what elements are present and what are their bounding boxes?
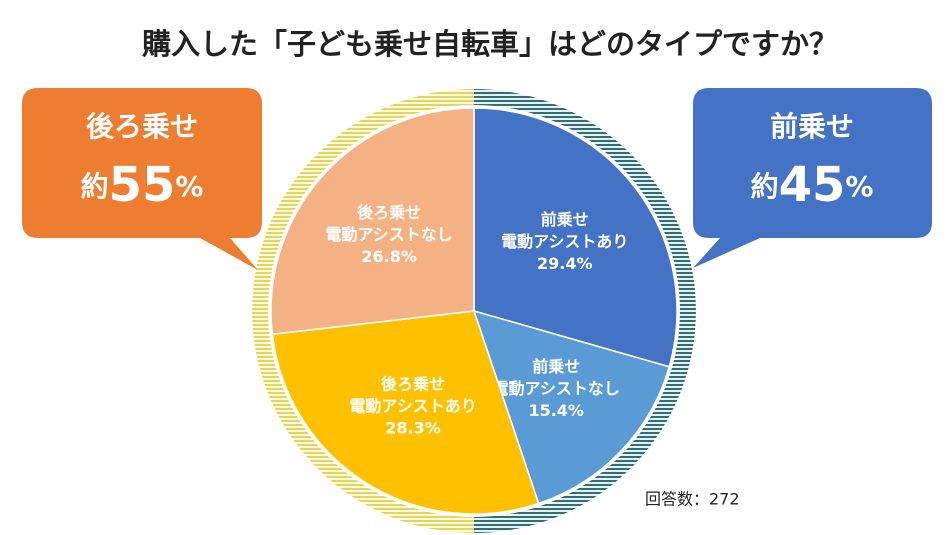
slice-label: 後ろ乗せ <box>381 374 445 393</box>
pie: 前乗せ電動アシストあり29.4%前乗せ電動アシストなし15.4%後ろ乗せ電動アシ… <box>270 107 678 515</box>
slice-label: 電動アシストあり <box>501 232 628 251</box>
value-label: 29.4% <box>537 254 593 273</box>
callout-title: 後ろ乗せ <box>86 110 198 143</box>
slice-label: 電動アシストあり <box>349 396 476 415</box>
callout-number: 55 <box>109 157 176 213</box>
chart-title: 購入した「子ども乗せ自転車」はどのタイプですか？ <box>142 27 838 61</box>
callout-unit: % <box>845 170 873 203</box>
value-label: 28.3% <box>385 418 441 437</box>
ring-left <box>252 89 475 533</box>
callout-box <box>22 88 262 270</box>
slice-label: 電動アシストなし <box>493 379 620 398</box>
slice <box>473 107 678 368</box>
callout-value: 約45% <box>751 157 874 213</box>
note: 回答数：272 <box>645 490 740 509</box>
slice-label: 前乗せ <box>541 210 589 229</box>
callout-number: 45 <box>779 157 846 213</box>
slice <box>270 107 475 336</box>
callout-prefix: 約 <box>751 170 779 203</box>
callout-title: 前乗せ <box>770 110 854 143</box>
slice <box>271 310 540 515</box>
callout-value: 約55% <box>81 157 204 213</box>
callout-box <box>693 88 932 268</box>
ring-right <box>473 89 696 533</box>
slice-label: 電動アシストなし <box>325 225 452 244</box>
callout-unit: % <box>175 170 203 203</box>
slice-label: 後ろ乗せ <box>357 203 421 222</box>
value-label: 26.8% <box>361 247 417 266</box>
callout-prefix: 約 <box>81 170 109 203</box>
slice-label: 前乗せ <box>532 357 580 376</box>
value-label: 15.4% <box>528 401 584 420</box>
